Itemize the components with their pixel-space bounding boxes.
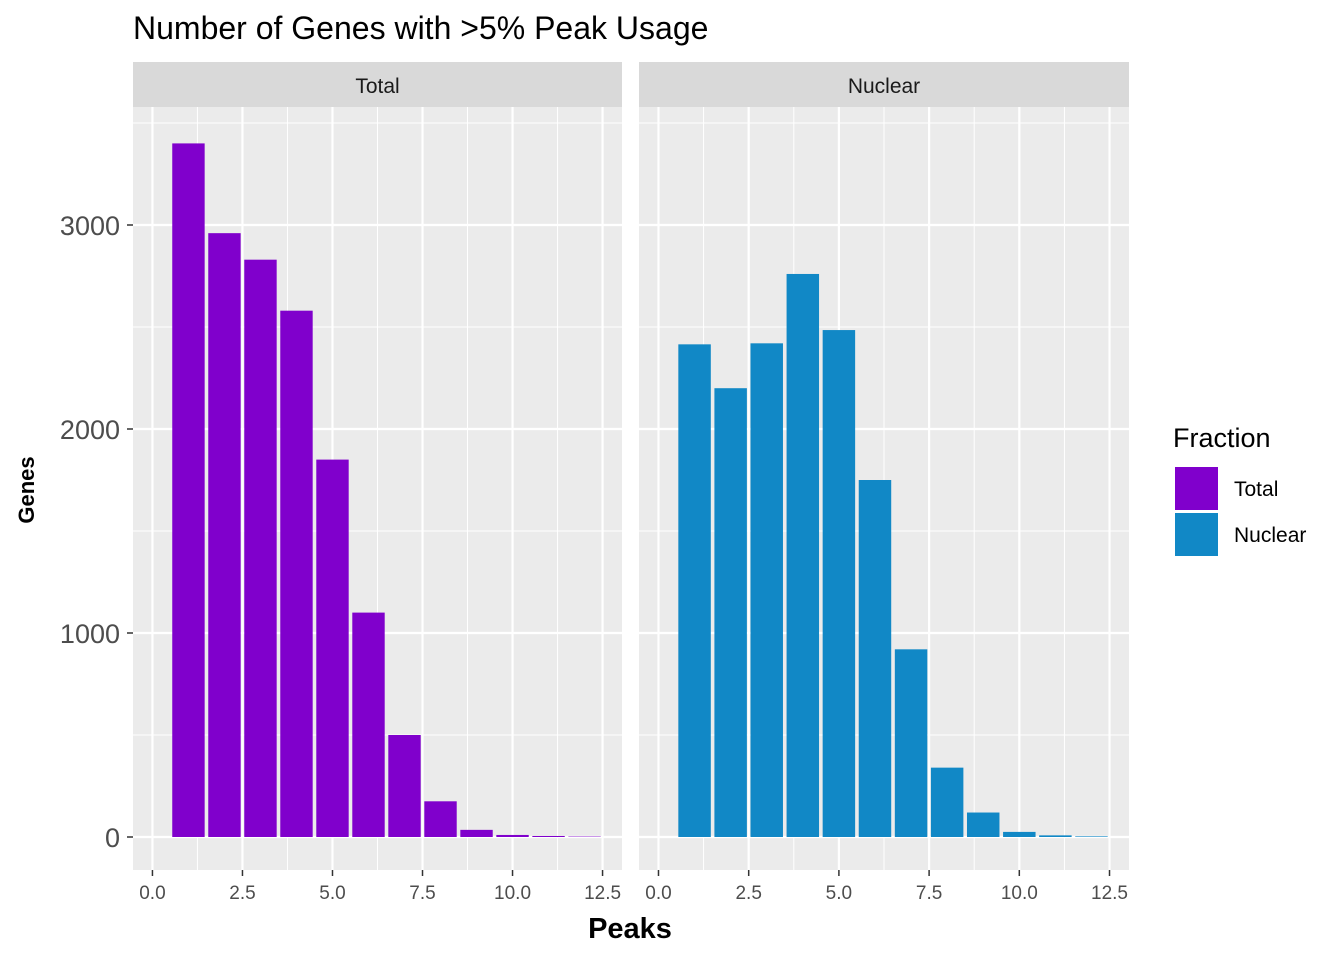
bar-nuclear-9 xyxy=(966,812,1000,837)
legend-key-nuclear xyxy=(1175,513,1218,556)
bar-nuclear-4 xyxy=(786,273,820,838)
bar-nuclear-12 xyxy=(1075,836,1108,837)
y-tick-label: 3000 xyxy=(60,211,120,241)
y-tick-label: 2000 xyxy=(60,415,120,445)
bar-total-2 xyxy=(208,233,241,837)
facet-panel-total: Total 0.0 2.5 5.0 7.5 10.0 12.5 xyxy=(133,62,622,904)
bar-nuclear-6 xyxy=(858,480,892,837)
y-axis-title: Genes xyxy=(14,456,39,523)
bar-nuclear-10 xyxy=(1003,831,1036,837)
facet-strip-label: Total xyxy=(355,75,399,98)
bar-nuclear-1 xyxy=(678,344,711,837)
bar-nuclear-7 xyxy=(894,649,928,837)
x-tick-label: 0.0 xyxy=(645,883,671,904)
legend-label-nuclear: Nuclear xyxy=(1234,524,1306,547)
bar-total-6 xyxy=(352,612,385,837)
x-tick-label: 2.5 xyxy=(735,883,761,904)
legend-key-total xyxy=(1175,467,1218,510)
bar-total-9 xyxy=(460,829,493,837)
bar-total-10 xyxy=(496,834,529,837)
y-tick-label: 0 xyxy=(105,823,120,853)
facet-panel-nuclear: Nuclear 0.0 2.5 5.0 7.5 10.0 12.5 xyxy=(639,62,1129,904)
x-tick-label: 5.0 xyxy=(319,883,345,904)
x-tick-label: 12.5 xyxy=(584,883,621,904)
bar-total-1 xyxy=(172,143,205,837)
chart-title: Number of Genes with >5% Peak Usage xyxy=(133,10,708,46)
bar-nuclear-8 xyxy=(930,767,964,837)
x-tick-label: 10.0 xyxy=(494,883,531,904)
x-tick-label: 2.5 xyxy=(229,883,255,904)
bar-nuclear-5 xyxy=(822,330,856,837)
facet-strip xyxy=(639,62,1129,107)
bar-total-11 xyxy=(532,835,565,837)
x-tick-label: 12.5 xyxy=(1091,883,1128,904)
x-tick-label: 7.5 xyxy=(916,883,942,904)
bar-nuclear-11 xyxy=(1039,835,1072,837)
x-tick-label: 10.0 xyxy=(1001,883,1038,904)
bar-total-7 xyxy=(388,735,421,837)
bar-nuclear-3 xyxy=(750,343,783,837)
bar-total-4 xyxy=(280,310,313,837)
legend-label-total: Total xyxy=(1234,478,1278,501)
bar-total-3 xyxy=(244,259,277,837)
y-axis: 0 1000 2000 3000 xyxy=(60,211,133,853)
y-tick-label: 1000 xyxy=(60,619,120,649)
facet-strip-label: Nuclear xyxy=(848,75,920,98)
legend: Fraction Total Nuclear xyxy=(1173,423,1306,556)
bar-total-5 xyxy=(316,459,349,837)
x-tick-label: 0.0 xyxy=(139,883,165,904)
x-axis-title: Peaks xyxy=(588,913,672,945)
bar-total-8 xyxy=(424,801,457,837)
x-tick-label: 5.0 xyxy=(826,883,852,904)
x-tick-label: 7.5 xyxy=(409,883,435,904)
facet-strip xyxy=(133,62,622,107)
legend-title: Fraction xyxy=(1173,423,1271,453)
bar-nuclear-2 xyxy=(714,388,747,837)
